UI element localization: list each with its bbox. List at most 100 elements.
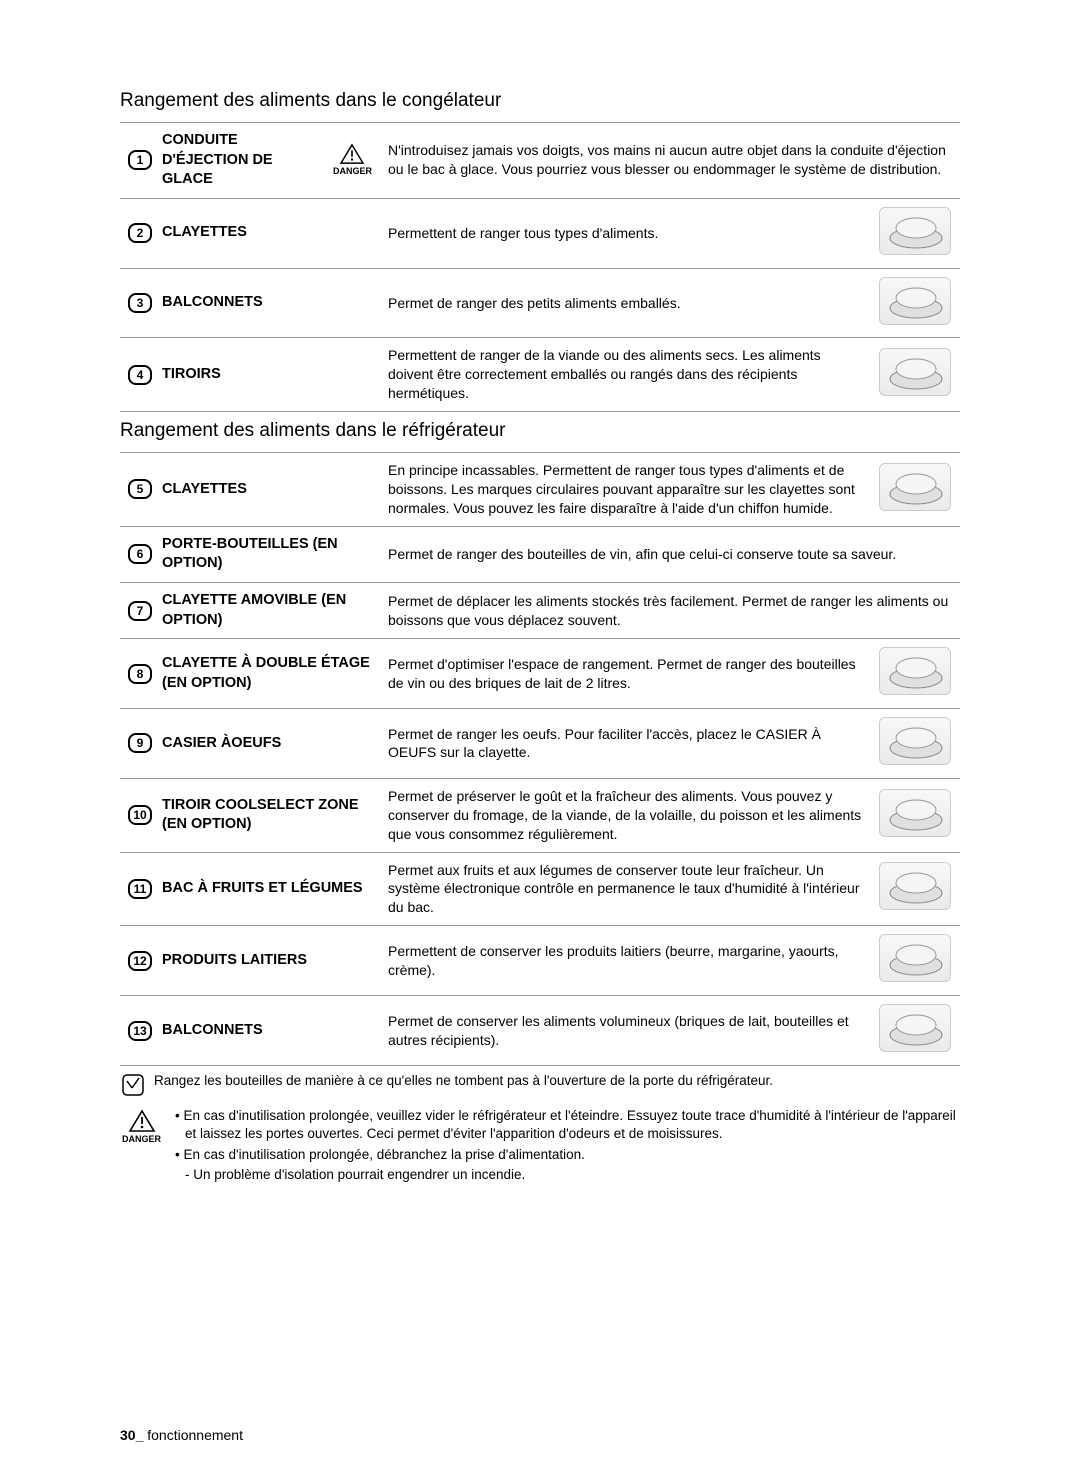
number-badge: 2	[128, 223, 152, 243]
label-cell: 13 BALCONNETS	[120, 996, 380, 1066]
description-cell: Permet aux fruits et aux légumes de cons…	[380, 852, 870, 926]
label-cell: 2 CLAYETTES	[120, 198, 380, 268]
danger-note-block: DANGER En cas d'inutilisation prolongée,…	[120, 1107, 960, 1186]
item-label: PORTE-BOUTEILLES (EN OPTION)	[162, 535, 372, 574]
memo-icon	[122, 1074, 144, 1101]
item-label: BALCONNETS	[162, 1021, 263, 1041]
number-badge: 12	[128, 951, 152, 971]
number-badge: 8	[128, 664, 152, 684]
label-cell: 1 CONDUITE D'ÉJECTION DE GLACE DANGER	[120, 123, 380, 199]
item-label: CASIER ÀOEUFS	[162, 734, 281, 754]
item-label: CLAYETTE À DOUBLE ÉTAGE (EN OPTION)	[162, 654, 372, 693]
table-row: 9 CASIER ÀOEUFS Permet de ranger les oeufs…	[120, 708, 960, 778]
item-label: BALCONNETS	[162, 293, 263, 313]
number-badge: 11	[128, 879, 152, 899]
description-cell: N'introduisez jamais vos doigts, vos mai…	[380, 123, 960, 199]
freezer-section-title: Rangement des aliments dans le congélate…	[120, 90, 960, 112]
fridge-table: 5 CLAYETTES En principe incassables. Perme…	[120, 452, 960, 1066]
number-badge: 7	[128, 601, 152, 621]
item-label: BAC À FRUITS ET LÉGUMES	[162, 879, 363, 899]
item-illustration	[879, 207, 951, 255]
description-cell: Permet de préserver le goût et la fraîch…	[380, 778, 870, 852]
item-illustration	[879, 1004, 951, 1052]
label-cell: 3 BALCONNETS	[120, 268, 380, 338]
page-footer: 30_ fonctionnement	[120, 1427, 243, 1443]
table-row: 1 CONDUITE D'ÉJECTION DE GLACE DANGER N'int…	[120, 123, 960, 199]
description-cell: Permet de déplacer les aliments stockés …	[380, 582, 960, 638]
number-badge: 10	[128, 805, 152, 825]
number-badge: 6	[128, 544, 152, 564]
danger-bullet-list: En cas d'inutilisation prolongée, veuill…	[171, 1107, 960, 1186]
icon-cell	[870, 852, 960, 926]
item-label: CONDUITE D'ÉJECTION DE GLACE	[162, 131, 323, 190]
label-cell: 4 TIROIRS	[120, 338, 380, 412]
table-row: 3 BALCONNETS Permet de ranger des petits a…	[120, 268, 960, 338]
danger-note-item: En cas d'inutilisation prolongée, veuill…	[171, 1107, 960, 1143]
number-badge: 3	[128, 293, 152, 313]
item-illustration	[879, 463, 951, 511]
page-number: 30_	[120, 1427, 143, 1443]
label-cell: 7 CLAYETTE AMOVIBLE (EN OPTION)	[120, 582, 380, 638]
memo-note: Rangez les bouteilles de manière à ce qu…	[120, 1072, 960, 1101]
item-illustration	[879, 277, 951, 325]
number-badge: 4	[128, 365, 152, 385]
item-label: TIROIRS	[162, 365, 221, 385]
danger-label: DANGER	[333, 165, 372, 177]
item-illustration	[879, 348, 951, 396]
table-row: 6 PORTE-BOUTEILLES (EN OPTION)Permet de r…	[120, 526, 960, 582]
item-label: CLAYETTES	[162, 223, 247, 243]
item-illustration	[879, 717, 951, 765]
icon-cell	[870, 708, 960, 778]
item-label: TIROIR COOLSELECT ZONE (EN OPTION)	[162, 796, 372, 835]
number-badge: 9	[128, 733, 152, 753]
table-row: 4 TIROIRS Permettent de ranger de la viand…	[120, 338, 960, 412]
icon-cell	[870, 268, 960, 338]
table-row: 12 PRODUITS LAITIERS Permettent de conserv…	[120, 926, 960, 996]
table-row: 2 CLAYETTES Permettent de ranger tous type…	[120, 198, 960, 268]
table-row: 11 BAC À FRUITS ET LÉGUMES Permet aux frui…	[120, 852, 960, 926]
description-cell: Permet de ranger les oeufs. Pour facilit…	[380, 708, 870, 778]
label-cell: 6 PORTE-BOUTEILLES (EN OPTION)	[120, 526, 380, 582]
table-row: 10 TIROIR COOLSELECT ZONE (EN OPTION)Perm…	[120, 778, 960, 852]
description-cell: En principe incassables. Permettent de r…	[380, 453, 870, 527]
table-row: 13 BALCONNETS Permet de conserver les alim…	[120, 996, 960, 1066]
danger-icon: DANGER	[333, 143, 372, 177]
table-row: 7 CLAYETTE AMOVIBLE (EN OPTION)Permet de …	[120, 582, 960, 638]
description-cell: Permettent de ranger tous types d'alimen…	[380, 198, 870, 268]
icon-cell	[870, 453, 960, 527]
description-cell: Permet de ranger des petits aliments emb…	[380, 268, 870, 338]
item-illustration	[879, 647, 951, 695]
danger-icon-footer: DANGER	[122, 1109, 161, 1145]
danger-label-footer: DANGER	[122, 1133, 161, 1145]
label-cell: 12 PRODUITS LAITIERS	[120, 926, 380, 996]
label-cell: 11 BAC À FRUITS ET LÉGUMES	[120, 852, 380, 926]
icon-cell	[870, 338, 960, 412]
memo-text: Rangez les bouteilles de manière à ce qu…	[154, 1072, 773, 1090]
description-cell: Permet de conserver les aliments volumin…	[380, 996, 870, 1066]
description-cell: Permet de ranger des bouteilles de vin, …	[380, 526, 960, 582]
icon-cell	[870, 926, 960, 996]
freezer-table: 1 CONDUITE D'ÉJECTION DE GLACE DANGER N'int…	[120, 122, 960, 412]
table-row: 5 CLAYETTES En principe incassables. Perme…	[120, 453, 960, 527]
number-badge: 5	[128, 479, 152, 499]
description-cell: Permettent de conserver les produits lai…	[380, 926, 870, 996]
danger-note-item: En cas d'inutilisation prolongée, débran…	[171, 1146, 960, 1164]
table-row: 8 CLAYETTE À DOUBLE ÉTAGE (EN OPTION)Perm…	[120, 639, 960, 709]
icon-cell	[870, 639, 960, 709]
page-footer-label: fonctionnement	[147, 1427, 243, 1443]
number-badge: 1	[128, 150, 152, 170]
danger-sub-note: Un problème d'isolation pourrait engendr…	[171, 1166, 960, 1184]
number-badge: 13	[128, 1021, 152, 1041]
item-illustration	[879, 862, 951, 910]
fridge-section-title: Rangement des aliments dans le réfrigéra…	[120, 420, 960, 442]
item-illustration	[879, 934, 951, 982]
icon-cell	[870, 996, 960, 1066]
item-label: CLAYETTES	[162, 480, 247, 500]
description-cell: Permet d'optimiser l'espace de rangement…	[380, 639, 870, 709]
label-cell: 9 CASIER ÀOEUFS	[120, 708, 380, 778]
item-label: PRODUITS LAITIERS	[162, 951, 307, 971]
description-cell: Permettent de ranger de la viande ou des…	[380, 338, 870, 412]
label-cell: 5 CLAYETTES	[120, 453, 380, 527]
icon-cell	[870, 198, 960, 268]
item-label: CLAYETTE AMOVIBLE (EN OPTION)	[162, 591, 372, 630]
